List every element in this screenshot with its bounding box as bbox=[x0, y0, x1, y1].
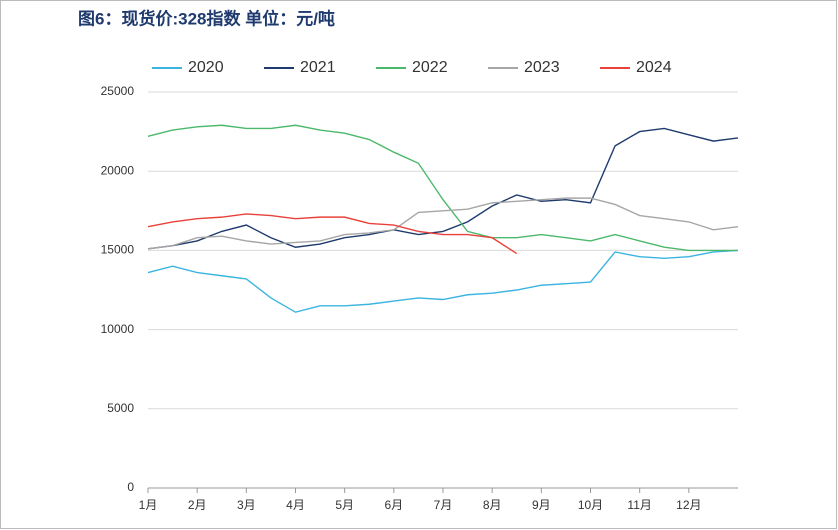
legend-label: 2024 bbox=[636, 59, 672, 76]
series-line bbox=[147, 249, 739, 313]
y-tick-label: 20000 bbox=[101, 163, 135, 177]
x-tick-label: 4月 bbox=[286, 498, 305, 512]
x-tick-label: 10月 bbox=[578, 498, 603, 512]
x-tick-label: 8月 bbox=[483, 498, 502, 512]
series-line bbox=[147, 197, 739, 250]
series-line bbox=[147, 127, 739, 250]
x-tick-label: 12月 bbox=[676, 498, 701, 512]
x-tick-label: 9月 bbox=[532, 498, 551, 512]
x-tick-label: 2月 bbox=[188, 498, 207, 512]
legend-label: 2022 bbox=[412, 59, 448, 76]
x-tick-label: 7月 bbox=[434, 498, 453, 512]
series-line bbox=[147, 213, 518, 255]
y-tick-label: 0 bbox=[127, 480, 134, 494]
y-tick-label: 10000 bbox=[101, 322, 135, 336]
y-tick-label: 5000 bbox=[107, 401, 134, 415]
x-tick-label: 6月 bbox=[384, 498, 403, 512]
legend-label: 2023 bbox=[524, 59, 560, 76]
legend-label: 2020 bbox=[188, 59, 224, 76]
x-tick-label: 5月 bbox=[335, 498, 354, 512]
chart-title: 图6：现货价:328指数 单位：元/吨 bbox=[78, 8, 335, 28]
series-line bbox=[147, 124, 738, 252]
x-tick-label: 11月 bbox=[627, 498, 651, 512]
x-tick-label: 3月 bbox=[237, 498, 256, 512]
y-tick-label: 15000 bbox=[101, 243, 135, 257]
y-tick-label: 25000 bbox=[101, 84, 135, 98]
x-tick-label: 1月 bbox=[139, 498, 158, 512]
legend-label: 2021 bbox=[300, 59, 336, 76]
